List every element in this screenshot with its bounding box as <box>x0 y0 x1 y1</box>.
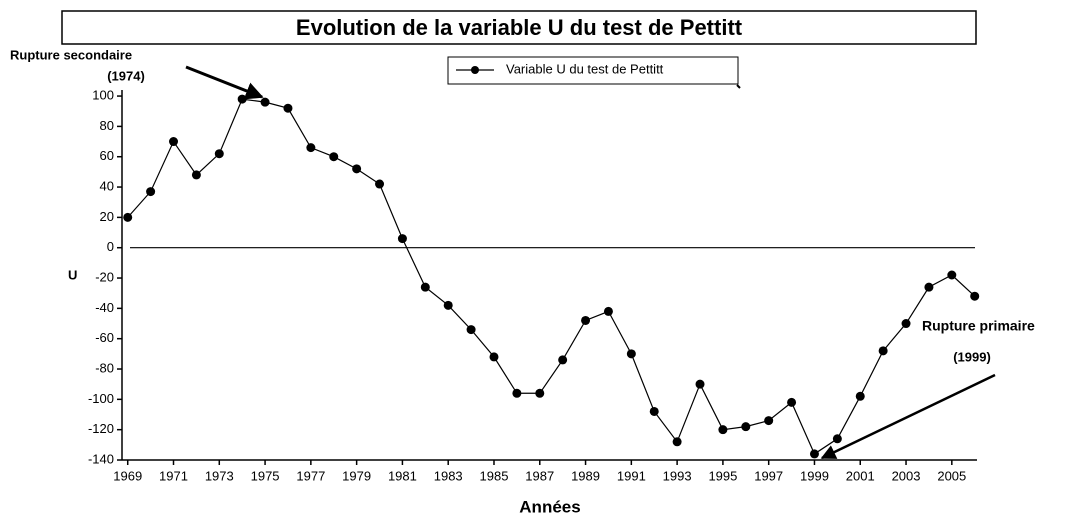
x-tick-label: 1983 <box>434 468 463 483</box>
y-axis-label: U <box>68 267 77 282</box>
y-tick-label: -120 <box>88 421 114 436</box>
data-point <box>466 325 476 335</box>
data-point <box>146 187 156 197</box>
x-axis-label: Années <box>519 497 580 516</box>
annotation-arrow <box>820 373 996 460</box>
legend-shadow <box>736 84 741 89</box>
data-point <box>214 149 224 159</box>
legend-marker <box>471 66 479 74</box>
x-tick-label: 1985 <box>480 468 509 483</box>
x-tick-label: 1997 <box>754 468 783 483</box>
annotation-arrow <box>185 65 264 100</box>
x-tick-label: 1975 <box>251 468 280 483</box>
legend-frame <box>447 56 739 85</box>
x-tick-label: 1973 <box>205 468 234 483</box>
x-tick-label: 1995 <box>708 468 737 483</box>
x-tick-label: 1979 <box>342 468 371 483</box>
annotation: (1999) <box>953 349 991 364</box>
data-point <box>901 319 911 329</box>
data-point <box>603 306 613 316</box>
data-point <box>558 355 568 365</box>
y-tick-label: -80 <box>95 360 114 375</box>
data-point <box>375 179 385 189</box>
x-tick-label: 1981 <box>388 468 417 483</box>
data-point <box>878 346 888 356</box>
data-point <box>741 422 751 432</box>
legend-label: Variable U du test de Pettitt <box>506 61 664 76</box>
data-point <box>306 143 316 153</box>
data-point <box>970 291 980 301</box>
data-point <box>695 379 705 389</box>
y-tick-label: 100 <box>92 88 114 103</box>
annotation: (1974) <box>107 68 145 83</box>
x-tick-label: 1991 <box>617 468 646 483</box>
data-point <box>123 212 133 222</box>
x-tick-label: 1987 <box>525 468 554 483</box>
data-point <box>832 434 842 444</box>
data-point <box>672 437 682 447</box>
data-point <box>420 282 430 292</box>
y-tick-label: 80 <box>100 118 114 133</box>
data-point <box>352 164 362 174</box>
y-tick-label: 0 <box>107 239 114 254</box>
x-tick-label: 2003 <box>892 468 921 483</box>
x-tick-label: 1977 <box>296 468 325 483</box>
data-point <box>649 406 659 416</box>
x-tick-label: 2001 <box>846 468 875 483</box>
y-tick-label: 60 <box>100 148 114 163</box>
data-point <box>397 234 407 244</box>
data-point <box>718 425 728 435</box>
data-point <box>924 282 934 292</box>
x-tick-label: 1999 <box>800 468 829 483</box>
data-point <box>787 397 797 407</box>
y-tick-label: -60 <box>95 330 114 345</box>
x-tick-label: 1989 <box>571 468 600 483</box>
x-tick-label: 1993 <box>663 468 692 483</box>
y-tick-label: -40 <box>95 300 114 315</box>
y-tick-label: -140 <box>88 451 114 466</box>
title-frame <box>61 10 977 45</box>
y-tick-label: 40 <box>100 178 114 193</box>
data-point <box>855 391 865 401</box>
y-tick-label: -100 <box>88 391 114 406</box>
y-tick-label: 20 <box>100 209 114 224</box>
data-point <box>535 388 545 398</box>
data-point <box>169 137 179 147</box>
chart-title: Evolution de la variable U du test de Pe… <box>296 15 743 40</box>
data-point <box>191 170 201 180</box>
x-tick-label: 2005 <box>937 468 966 483</box>
x-tick-label: 1971 <box>159 468 188 483</box>
data-point <box>237 94 247 104</box>
y-tick-label: -20 <box>95 269 114 284</box>
data-point <box>947 270 957 280</box>
data-point <box>809 449 819 459</box>
data-point <box>260 97 270 107</box>
data-point <box>443 300 453 310</box>
data-point <box>626 349 636 359</box>
annotation: Rupture primaire <box>922 318 1035 334</box>
data-point <box>581 315 591 325</box>
data-point <box>329 152 339 162</box>
data-point <box>283 103 293 113</box>
data-point <box>489 352 499 362</box>
series-line <box>127 98 976 455</box>
data-point <box>512 388 522 398</box>
annotation: Rupture secondaire <box>10 47 132 62</box>
x-tick-label: 1969 <box>113 468 142 483</box>
data-point <box>764 416 774 426</box>
